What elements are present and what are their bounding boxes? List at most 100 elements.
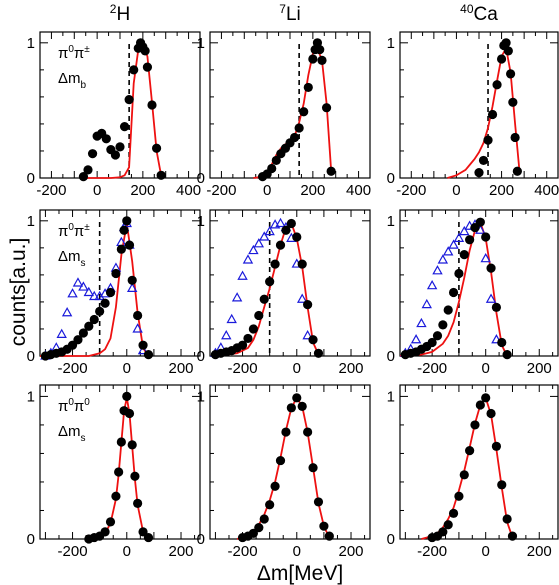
data-point	[259, 514, 269, 524]
data-point	[138, 527, 148, 537]
triangle-point	[221, 329, 232, 340]
data-point	[89, 314, 99, 325]
data-point	[115, 142, 125, 152]
x-tick-label: 0	[293, 360, 301, 377]
data-point	[143, 350, 154, 360]
panel-r1-c0: -200 0 200 0 1 π0π± Δms	[27, 209, 201, 377]
data-point	[119, 122, 130, 132]
y-tick-label: 0	[27, 348, 35, 365]
data-point	[267, 163, 277, 174]
triangle-point	[237, 270, 248, 280]
plot-frame	[209, 209, 371, 357]
x-tick-label: 200	[527, 360, 552, 377]
channel-label: π0π0	[58, 397, 90, 415]
data-point	[432, 331, 443, 341]
data-point	[313, 497, 324, 507]
triangle-point	[410, 334, 422, 344]
data-point	[474, 167, 484, 178]
x-tick-label: -200	[206, 182, 236, 199]
data-point	[321, 103, 332, 113]
data-point	[507, 531, 518, 541]
y-tick-label: 0	[27, 531, 35, 548]
data-point	[491, 441, 502, 451]
plot-frame	[209, 31, 371, 179]
triangle-point	[72, 277, 84, 287]
channel-label: π0π±	[58, 222, 90, 240]
triangle-point	[453, 232, 465, 242]
data-point	[454, 491, 464, 501]
x-tick-label: 400	[176, 182, 201, 199]
data-point	[124, 94, 134, 105]
data-point	[491, 302, 502, 312]
plot-frame	[399, 31, 559, 179]
data-point	[481, 393, 491, 403]
x-tick-label: -200	[417, 360, 447, 377]
triangle-point	[132, 323, 143, 333]
simulation-line	[421, 395, 514, 540]
variable-label: Δms	[58, 423, 86, 444]
data-point	[292, 393, 302, 403]
triangle-point	[480, 252, 491, 263]
data-point	[454, 268, 464, 279]
data-point	[281, 225, 291, 235]
data-point	[326, 166, 336, 176]
triangle-point	[426, 279, 438, 290]
data-point	[110, 150, 121, 160]
triangle-point	[242, 254, 254, 264]
y-tick-label: 0	[387, 531, 395, 548]
x-tick-label: -200	[228, 360, 258, 377]
data-point	[114, 467, 124, 477]
data-point	[270, 259, 280, 269]
data-point	[281, 427, 291, 437]
data-point	[95, 306, 105, 316]
data-point	[465, 445, 475, 456]
data-point	[483, 135, 493, 145]
data-point	[129, 65, 139, 75]
data-point	[315, 44, 325, 55]
y-tick-label: 1	[197, 35, 205, 52]
data-point	[140, 46, 150, 56]
data-point	[503, 46, 513, 56]
triangle-point	[421, 298, 433, 309]
x-tick-label: 0	[482, 543, 490, 560]
x-tick-label: 0	[93, 182, 101, 199]
data-point	[317, 55, 327, 65]
y-tick-label: 1	[387, 213, 395, 230]
column-header-li: 7Li	[279, 2, 300, 25]
triangle-point	[432, 265, 443, 275]
simulation-line	[447, 45, 521, 179]
y-tick-label: 0	[197, 531, 205, 548]
triangle-point	[442, 246, 454, 256]
data-point	[116, 244, 126, 254]
data-point	[292, 232, 302, 242]
data-point	[497, 480, 507, 490]
plot-frame	[399, 384, 559, 540]
data-point	[133, 310, 143, 321]
channel-label: π0π±	[58, 44, 90, 62]
y-tick-label: 0	[387, 348, 395, 365]
data-point	[470, 420, 480, 430]
variable-label: Δms	[58, 248, 86, 269]
panel-r2-c1: -200 0 200 0 1	[197, 384, 371, 560]
data-point	[265, 500, 275, 510]
x-tick-label: 200	[169, 360, 194, 377]
triangle-point	[485, 293, 497, 303]
triangle-point	[226, 313, 237, 324]
data-point	[502, 514, 512, 524]
simulation-line	[253, 46, 332, 179]
column-header-ca: 40Ca	[460, 2, 498, 25]
y-tick-label: 1	[197, 213, 205, 230]
data-point	[127, 440, 137, 450]
data-point	[138, 340, 148, 350]
x-tick-label: 400	[346, 182, 371, 199]
x-tick-label: -200	[58, 360, 88, 377]
variable-label: Δmb	[58, 70, 87, 91]
data-point	[147, 100, 157, 110]
data-point	[100, 527, 110, 537]
data-point	[78, 328, 88, 338]
x-tick-label: -200	[36, 182, 66, 199]
triangle-point	[302, 329, 313, 340]
